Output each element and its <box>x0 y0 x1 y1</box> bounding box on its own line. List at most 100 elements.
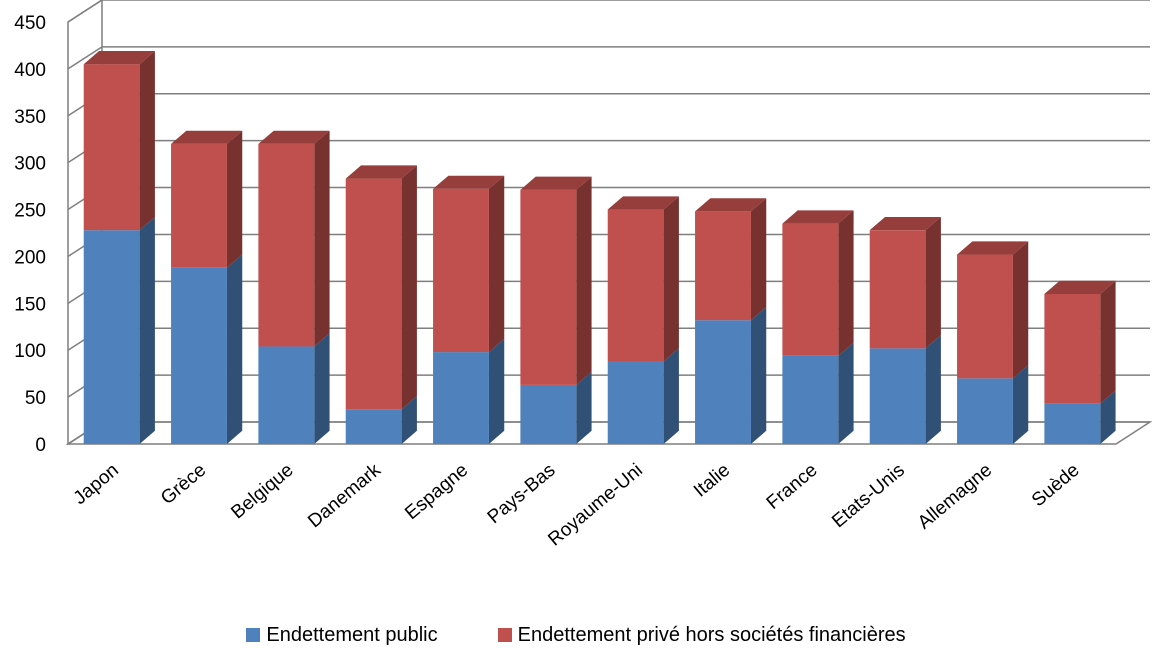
x-tick-label: Pays-Bas <box>484 460 560 528</box>
bar-stack <box>433 175 505 444</box>
legend-item-public: Endettement public <box>246 624 438 647</box>
x-tick-label: Belgique <box>227 460 297 524</box>
bar-side <box>1012 365 1029 444</box>
x-tick-label: France <box>763 460 822 514</box>
bar-side <box>226 254 243 444</box>
x-tick-label: Royaume-Uni <box>544 460 646 551</box>
bar-side <box>401 165 417 410</box>
bar-segment <box>258 346 315 444</box>
x-tick-label: Etats-Unis <box>828 460 909 532</box>
bar-segment <box>782 355 839 444</box>
y-tick-label: 50 <box>25 388 46 409</box>
bar-side <box>663 348 679 444</box>
bar-stack <box>171 130 243 444</box>
gridline <box>67 93 1150 117</box>
bar-segment <box>869 230 926 349</box>
bar-segment <box>171 143 227 268</box>
bar-side <box>314 333 330 444</box>
bar-segment <box>520 384 577 444</box>
x-tick-label: Suède <box>1028 460 1084 511</box>
legend-label-private: Endettement privé hors sociétés financiè… <box>517 623 906 646</box>
bar-top <box>258 130 330 144</box>
bar-side <box>226 130 243 268</box>
x-tick-label: Danemark <box>304 459 385 532</box>
bar-side <box>314 130 330 347</box>
bar-stack <box>957 241 1029 444</box>
bar-top <box>695 198 767 212</box>
bar-side <box>139 51 155 231</box>
bar-segment <box>1044 403 1101 444</box>
bar-segment <box>957 254 1013 379</box>
bar-stack <box>607 196 679 444</box>
bar-side <box>1100 390 1116 444</box>
bar-side <box>1100 280 1116 404</box>
bar-top <box>957 241 1029 255</box>
bar-stack <box>520 176 592 444</box>
gridline <box>67 46 1150 70</box>
bar-side <box>925 335 941 444</box>
bar-stack <box>1044 280 1116 444</box>
bar-segment <box>345 178 402 410</box>
bar-segment <box>520 189 577 385</box>
bar-side <box>401 396 417 444</box>
y-tick-label: 100 <box>14 341 46 362</box>
bar-segment <box>957 378 1013 444</box>
bar-stack <box>869 216 941 444</box>
bar-segment <box>433 352 489 444</box>
legend-swatch-public <box>246 628 261 642</box>
bar-top <box>869 216 941 231</box>
bar-stack <box>258 130 330 444</box>
bar-segment <box>1044 293 1101 404</box>
bar-side <box>139 216 155 444</box>
bar-side <box>838 342 854 444</box>
x-tick-label: Allemagne <box>914 460 996 534</box>
bar-top <box>345 165 417 179</box>
bar-top <box>1044 280 1116 294</box>
gridline <box>67 0 1150 23</box>
y-tick-label: 400 <box>14 60 46 81</box>
bar-top <box>171 130 243 144</box>
bar-side <box>576 176 592 385</box>
y-axis-ticks: 0 50 100 150 200 250 300 350 400 450 <box>14 13 46 456</box>
bar-top <box>607 196 679 210</box>
bar-segment <box>695 211 751 321</box>
bar-segment <box>869 348 926 444</box>
x-tick-label: Italie <box>690 460 734 502</box>
bar-side <box>1012 241 1029 379</box>
y-tick-label: 350 <box>14 107 46 128</box>
bar-stack <box>83 51 155 444</box>
y-tick-label: 250 <box>14 201 46 222</box>
bar-top <box>83 51 155 65</box>
bar-segment <box>607 209 664 362</box>
bar-side <box>488 175 505 353</box>
bar-segment <box>83 230 140 444</box>
x-axis-labels: Japon Grèce Belgique Danemark Espagne Pays-Ba… <box>70 459 1084 550</box>
x-tick-label: Japon <box>70 460 123 509</box>
x-tick-label: Espagne <box>401 460 472 524</box>
legend-item-private: Endettement privé hors sociétés financiè… <box>497 623 906 647</box>
bar-side <box>925 216 941 349</box>
bars <box>83 51 1116 444</box>
bar-top <box>520 176 592 190</box>
bar-side <box>663 196 679 362</box>
bar-side <box>838 210 854 356</box>
bar-stack <box>782 210 854 444</box>
bar-top <box>782 210 854 224</box>
bar-side <box>576 371 592 444</box>
legend-swatch-private <box>497 628 512 642</box>
y-tick-label: 450 <box>14 13 46 34</box>
bar-top <box>433 175 505 189</box>
bar-segment <box>258 143 315 347</box>
bar-segment <box>83 64 140 231</box>
bar-segment <box>433 188 489 353</box>
bar-side <box>750 198 767 321</box>
bar-side <box>750 307 767 444</box>
y-tick-label: 150 <box>14 294 46 315</box>
y-tick-label: 300 <box>14 154 46 175</box>
bar-segment <box>782 223 839 356</box>
bar-segment <box>171 267 227 444</box>
bar-stack <box>695 198 767 444</box>
bar-segment <box>345 409 402 444</box>
